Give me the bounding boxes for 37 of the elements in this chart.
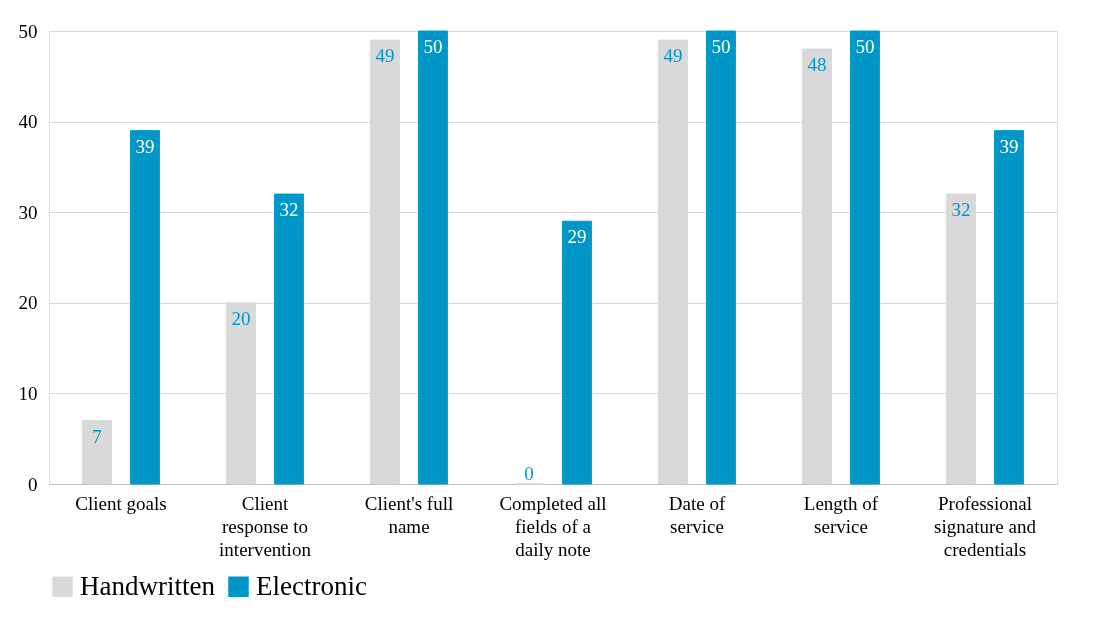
y-tick-label: 20 (18, 292, 38, 314)
bar (418, 30, 448, 485)
bar (994, 130, 1024, 485)
y-tick-label: 10 (18, 382, 38, 404)
x-tick-label: Completed all fields of a daily note (499, 492, 607, 560)
data-label: 32 (279, 199, 299, 221)
x-tick-label: Professional signature and credentials (934, 492, 1037, 560)
data-label: 0 (524, 463, 534, 484)
data-label: 50 (855, 36, 875, 57)
y-tick-label: 0 (28, 473, 38, 495)
data-label: 29 (567, 226, 587, 248)
data-label: 20 (231, 307, 251, 329)
data-label: 7 (92, 425, 102, 447)
bar (274, 193, 304, 485)
data-label: 50 (711, 36, 731, 57)
y-tick-label: 30 (18, 201, 38, 223)
data-label: 49 (663, 45, 683, 67)
data-label: 49 (375, 45, 395, 67)
x-tick-label: Client goals (75, 492, 167, 514)
bar (130, 130, 160, 485)
x-tick-label: Client's full name (364, 492, 454, 537)
x-tick-label: Length of service (803, 492, 879, 537)
y-tick-label: 40 (18, 111, 38, 133)
x-tick-label: Client response to intervention (219, 492, 312, 560)
y-tick-label: 50 (18, 20, 38, 42)
data-label: 39 (999, 135, 1019, 157)
bar (82, 420, 112, 485)
bar (850, 30, 880, 485)
data-label: 48 (807, 54, 827, 76)
data-label: 50 (423, 36, 443, 57)
x-tick-label: Date of service (668, 492, 726, 537)
bar (706, 30, 736, 485)
data-label: 39 (135, 135, 155, 157)
data-label: 32 (951, 199, 971, 221)
legend-label: Electronic (256, 570, 367, 601)
bar (562, 220, 592, 485)
legend-label: Handwritten (80, 570, 216, 601)
